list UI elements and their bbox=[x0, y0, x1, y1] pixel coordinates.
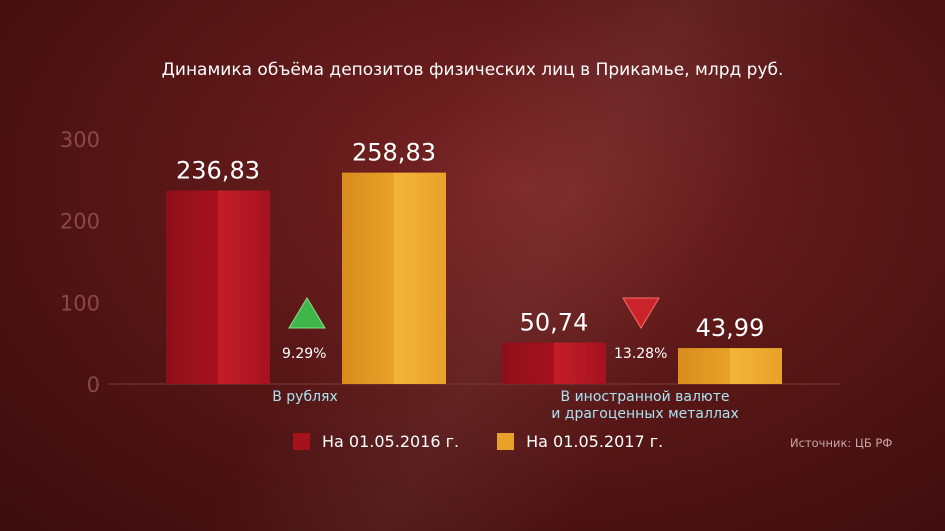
y-tick-label: 100 bbox=[60, 291, 100, 315]
category-label-rubles: В рублях bbox=[205, 389, 405, 406]
legend-item-2016: На 01.05.2016 г. bbox=[293, 432, 459, 451]
arrow-down-icon bbox=[622, 297, 660, 329]
bar bbox=[502, 342, 606, 384]
legend-item-2017: На 01.05.2017 г. bbox=[497, 432, 663, 451]
legend: На 01.05.2016 г. На 01.05.2017 г. bbox=[293, 432, 701, 451]
source-note: Источник: ЦБ РФ bbox=[790, 436, 893, 450]
data-label: 236,83 bbox=[176, 157, 260, 185]
category-label-line: В иностранной валюте bbox=[560, 389, 730, 405]
legend-swatch-2016 bbox=[293, 433, 310, 450]
bar bbox=[166, 190, 270, 384]
bar bbox=[342, 172, 446, 384]
category-label-line: В рублях bbox=[272, 389, 338, 405]
bar bbox=[678, 348, 782, 384]
y-tick-label: 0 bbox=[87, 373, 100, 397]
legend-label-2016: На 01.05.2016 г. bbox=[322, 432, 460, 451]
data-label: 258,83 bbox=[352, 139, 436, 167]
y-tick-label: 300 bbox=[60, 128, 100, 152]
data-label: 50,74 bbox=[520, 309, 589, 337]
legend-label-2017: На 01.05.2017 г. bbox=[526, 432, 664, 451]
y-tick-label: 200 bbox=[60, 210, 100, 234]
arrow-up-icon bbox=[288, 297, 326, 329]
chart-title: Динамика объёма депозитов физических лиц… bbox=[161, 60, 784, 80]
change-percent-foreign: 13.28% bbox=[614, 346, 668, 362]
category-label-line: и драгоценных металлах bbox=[551, 406, 739, 422]
data-label: 43,99 bbox=[696, 314, 765, 342]
change-percent-rubles: 9.29% bbox=[282, 346, 327, 362]
legend-swatch-2017 bbox=[497, 433, 515, 450]
category-label-foreign: В иностранной валюте и драгоценных метал… bbox=[530, 389, 760, 423]
